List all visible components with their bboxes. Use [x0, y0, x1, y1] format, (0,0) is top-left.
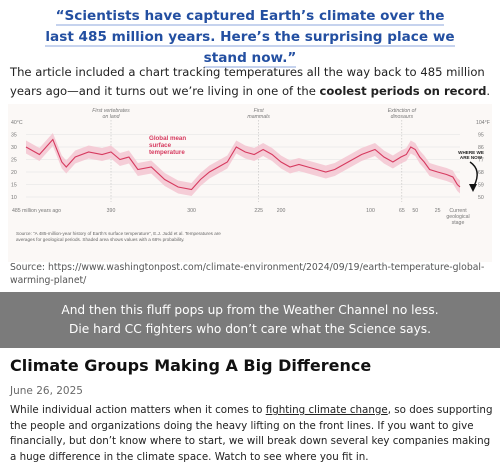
- y-tick-right: 95: [478, 133, 484, 139]
- y-tick-left: 35: [11, 133, 17, 139]
- annotation-label: dinosaurs: [391, 114, 414, 120]
- headline-quote: “Scientists have captured Earth’s climat…: [30, 6, 470, 69]
- quote-line-2: last 485 million years. Here’s the surpr…: [45, 29, 455, 68]
- y-tick-left: 15: [11, 183, 17, 189]
- y-tick-left: 20: [11, 170, 17, 176]
- quote-line-1: “Scientists have captured Earth’s climat…: [55, 8, 445, 26]
- now-arrow: [469, 161, 478, 187]
- uncertainty-band: [26, 133, 460, 196]
- y-unit-left: 40°C: [11, 120, 23, 126]
- news-excerpt: “Scientists have captured Earth’s climat…: [8, 6, 494, 286]
- article-card: Climate Groups Making A Big Difference J…: [0, 348, 500, 473]
- source-link[interactable]: Source: https://www.washingtonpost.com/c…: [10, 262, 485, 286]
- y-unit-right: 104°F: [476, 120, 490, 126]
- intro-text: The article included a chart tracking te…: [10, 65, 485, 98]
- y-tick-left: 25: [11, 158, 17, 164]
- annotation-label: First: [254, 108, 265, 114]
- article-date: June 26, 2025: [10, 385, 83, 397]
- chart-background: [8, 104, 492, 262]
- chart-footnote: averages for geological periods. Shaded …: [16, 237, 184, 242]
- chart-footnote: Source: “A 485-million-year history of E…: [16, 231, 221, 236]
- annotation-label: First vertebrates: [92, 108, 130, 114]
- article-body: While individual action matters when it …: [10, 403, 494, 465]
- annotation-label: on land: [102, 114, 120, 120]
- y-tick-left: 30: [11, 145, 17, 151]
- now-label: WHERE WE: [458, 150, 484, 155]
- commentary-banner: And then this fluff pops up from the Wea…: [0, 292, 500, 348]
- temperature-line: [25, 138, 461, 191]
- series-label: Global mean: [149, 135, 186, 142]
- y-tick-left: 10: [11, 195, 17, 201]
- article-body-start: While individual action matters when it …: [10, 404, 266, 416]
- now-label: ARE NOW: [460, 155, 483, 160]
- x-tick-label: geological: [446, 214, 469, 220]
- fighting-climate-change-link[interactable]: fighting climate change: [265, 404, 388, 416]
- x-tick-label: stage: [452, 220, 465, 226]
- y-tick-right: 59: [478, 183, 484, 189]
- series-label: surface: [149, 142, 172, 149]
- intro-bold: coolest periods on record: [319, 84, 487, 98]
- x-tick-label: 300: [187, 208, 196, 214]
- x-tick-label: 200: [277, 208, 286, 214]
- annotation-label: Extinction of: [388, 108, 417, 114]
- article-body-end: , so does supporting the people and orga…: [10, 404, 493, 463]
- intro-paragraph: The article included a chart tracking te…: [10, 63, 494, 101]
- intro-end: .: [486, 84, 491, 98]
- temperature-chart: 35 95 30 86 25 77 20 68 15 59 10 50 40°C 104°F First v…: [8, 104, 492, 262]
- banner-line-2: Die hard CC fighters who don’t care what…: [68, 322, 432, 336]
- temperature-chart-svg: 35 95 30 86 25 77 20 68 15 59 10 50 40°C 104°F First v…: [8, 104, 492, 262]
- annotation-label: mammals: [247, 114, 270, 120]
- x-tick-label: 485 million years ago: [12, 208, 61, 214]
- article-title[interactable]: Climate Groups Making A Big Difference: [10, 356, 372, 375]
- y-tick-right: 77: [478, 158, 484, 164]
- x-tick-label: 50: [412, 208, 418, 214]
- x-tick-label: 225: [254, 208, 263, 214]
- x-tick-label: 390: [107, 208, 116, 214]
- y-tick-right: 86: [478, 145, 484, 151]
- x-tick-label: 100: [366, 208, 375, 214]
- series-label: temperature: [149, 149, 185, 156]
- y-tick-right: 50: [478, 195, 484, 201]
- y-tick-right: 68: [478, 170, 484, 176]
- now-arrow-head: [469, 184, 477, 192]
- banner-line-1: And then this fluff pops up from the Wea…: [61, 303, 439, 317]
- x-tick-label: 65: [399, 208, 405, 214]
- x-tick-label: Current: [449, 208, 467, 214]
- x-tick-label: 25: [435, 208, 441, 214]
